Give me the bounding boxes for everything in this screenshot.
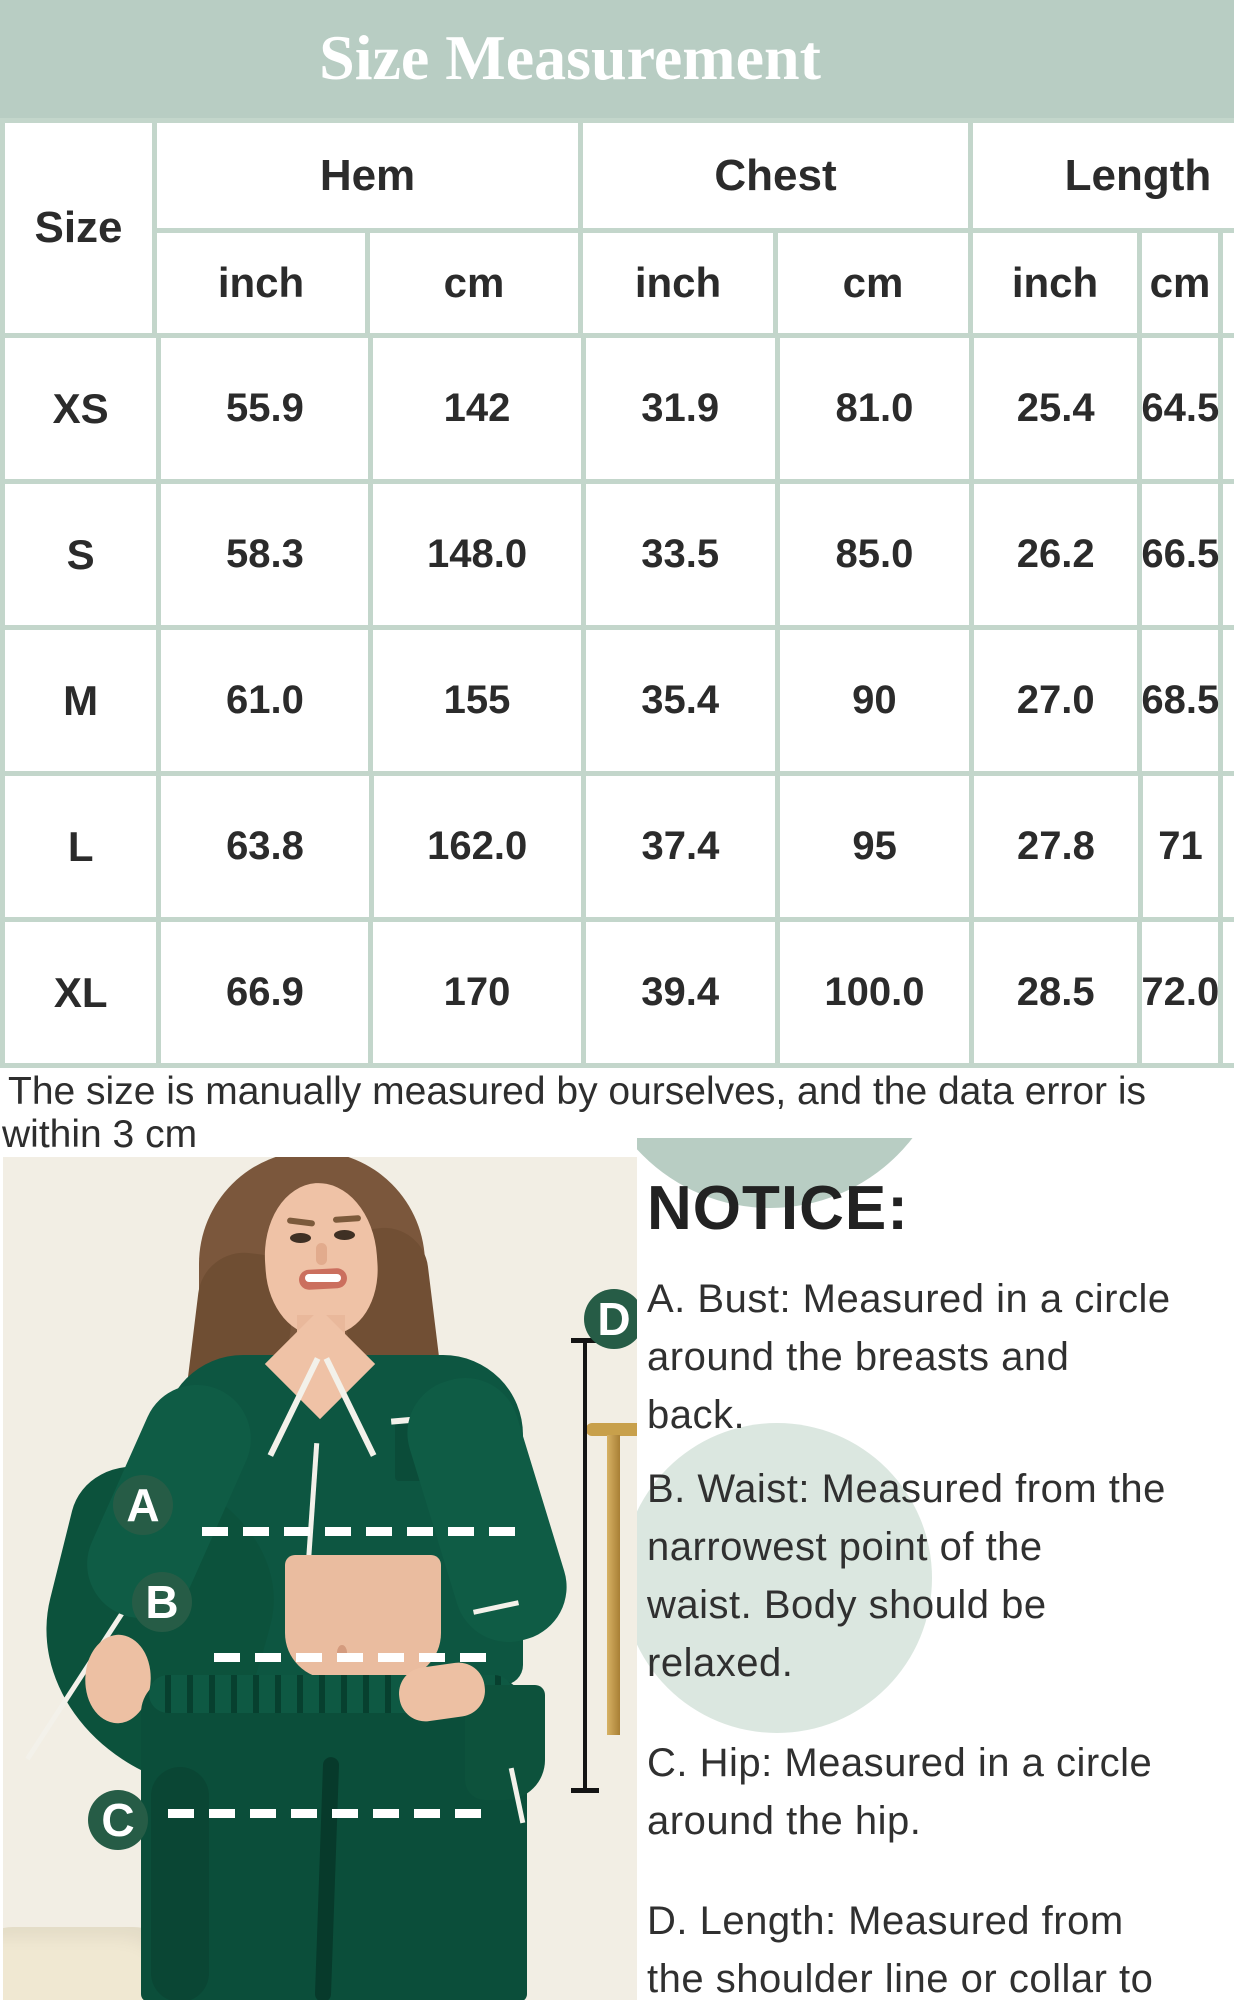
cell-value: 31.9 — [585, 338, 775, 479]
cell-value: 66.9 — [161, 922, 369, 1063]
marker-c-hip: C — [88, 1790, 148, 1850]
col-header-hem-inch: inch — [157, 233, 365, 333]
cell-value: 33.5 — [585, 484, 775, 625]
cell-value: 155 — [373, 630, 581, 771]
note-line-2: within 3 cm — [2, 1113, 198, 1156]
cell-value: 58.3 — [161, 484, 369, 625]
cell-value: 66.5 — [1141, 484, 1219, 625]
waist-dashed-line — [214, 1653, 501, 1662]
cell-value: 72.0 — [1141, 922, 1219, 1063]
gold-rack-bar — [586, 1423, 637, 1436]
cell-value: 148.0 — [373, 484, 581, 625]
length-measure-line — [583, 1340, 587, 1792]
col-group-length: Length — [973, 123, 1234, 228]
cell-value: 27.0 — [974, 630, 1138, 771]
size-label: XS — [5, 338, 157, 479]
cell-value: 55.9 — [161, 338, 369, 479]
notice-item-length: D. Length: Measured from the shoulder li… — [647, 1899, 1154, 2000]
cell-value: 90 — [779, 630, 970, 771]
unit-header-row: inch cm inch cm inch cm — [157, 233, 1234, 333]
bust-dashed-line — [202, 1527, 515, 1536]
table-header: Size Hem Chest Length inch cm inch cm in… — [5, 123, 1234, 333]
table-row-s: S 58.3 148.0 33.5 85.0 26.2 66.5 — [5, 484, 1234, 625]
sage-circle-decoration — [637, 1423, 932, 1733]
title-band: Size Measurement — [0, 0, 1234, 118]
length-line-top-cap — [571, 1338, 599, 1343]
partial-cell — [1223, 776, 1234, 917]
col-header-length-inch: inch — [973, 233, 1137, 333]
model-nose — [316, 1243, 327, 1265]
cell-value: 63.8 — [161, 776, 369, 917]
pants-shadow — [151, 1767, 209, 2000]
partial-cell — [1223, 630, 1234, 771]
marker-d-length: D — [584, 1289, 637, 1349]
cell-value: 61.0 — [161, 630, 369, 771]
cell-value: 39.4 — [585, 922, 775, 1063]
partial-cell — [1223, 484, 1234, 625]
col-header-chest-cm: cm — [778, 233, 968, 333]
table-row-l: L 63.8 162.0 37.4 95 27.8 71 — [5, 776, 1234, 917]
note-line-1: The size is manually measured by ourselv… — [8, 1070, 1147, 1113]
partial-cell — [1223, 338, 1234, 479]
size-label: XL — [5, 922, 157, 1063]
page-title: Size Measurement — [319, 22, 821, 93]
table-row-xl: XL 66.9 170 39.4 100.0 28.5 72.0 — [5, 922, 1234, 1063]
model-eye-right — [334, 1230, 355, 1240]
cell-value: 170 — [373, 922, 581, 1063]
notice-title: NOTICE: — [647, 1174, 909, 1243]
col-group-chest: Chest — [583, 123, 968, 228]
size-label: M — [5, 630, 157, 771]
model-eye-left — [290, 1233, 311, 1243]
notice-item-bust: A. Bust: Measured in a circle around the… — [647, 1277, 1171, 1437]
notice-item-waist: B. Waist: Measured from the narrowest po… — [647, 1467, 1166, 1685]
marker-b-waist: B — [132, 1572, 192, 1632]
size-label: S — [5, 484, 157, 625]
model-smile — [305, 1274, 341, 1282]
cell-value: 142 — [373, 338, 581, 479]
col-header-chest-inch: inch — [583, 233, 773, 333]
col-header-length-cm: cm — [1142, 233, 1218, 333]
partial-column — [1223, 233, 1234, 333]
navel — [337, 1645, 347, 1660]
table-row-xs: XS 55.9 142 31.9 81.0 25.4 64.5 — [5, 338, 1234, 479]
model-photo: A B C D — [3, 1157, 637, 2000]
length-line-bottom-cap — [571, 1788, 599, 1793]
measurement-note: The size is manually measured by ourselv… — [2, 1070, 1234, 1156]
cell-value: 162.0 — [373, 776, 581, 917]
cell-value: 95 — [780, 776, 970, 917]
cell-value: 25.4 — [974, 338, 1138, 479]
cell-value: 28.5 — [974, 922, 1138, 1063]
cell-value: 85.0 — [779, 484, 970, 625]
col-group-hem: Hem — [157, 123, 578, 228]
size-label: L — [5, 776, 157, 917]
cell-value: 37.4 — [585, 776, 776, 917]
partial-cell — [1223, 922, 1234, 1063]
hip-dashed-line — [168, 1809, 485, 1818]
table-row-m: M 61.0 155 35.4 90 27.0 68.5 — [5, 630, 1234, 771]
gold-rack-post — [607, 1435, 620, 1735]
notice-panel: NOTICE: A. Bust: Measured in a circle ar… — [637, 1138, 1234, 2000]
group-header-row: Hem Chest Length — [157, 123, 1234, 228]
cell-value: 81.0 — [779, 338, 970, 479]
cell-value: 64.5 — [1141, 338, 1219, 479]
notice-item-hip: C. Hip: Measured in a circle around the … — [647, 1741, 1153, 1843]
size-table: Size Hem Chest Length inch cm inch cm in… — [0, 118, 1234, 1068]
col-header-hem-cm: cm — [370, 233, 578, 333]
table-header-groups: Hem Chest Length inch cm inch cm inch cm — [157, 123, 1234, 333]
cell-value: 26.2 — [974, 484, 1138, 625]
cell-value: 100.0 — [779, 922, 970, 1063]
cell-value: 71 — [1142, 776, 1219, 917]
cell-value: 35.4 — [585, 630, 775, 771]
cell-value: 68.5 — [1141, 630, 1219, 771]
col-header-size: Size — [5, 123, 152, 333]
cell-value: 27.8 — [974, 776, 1138, 917]
marker-a-bust: A — [113, 1475, 173, 1535]
